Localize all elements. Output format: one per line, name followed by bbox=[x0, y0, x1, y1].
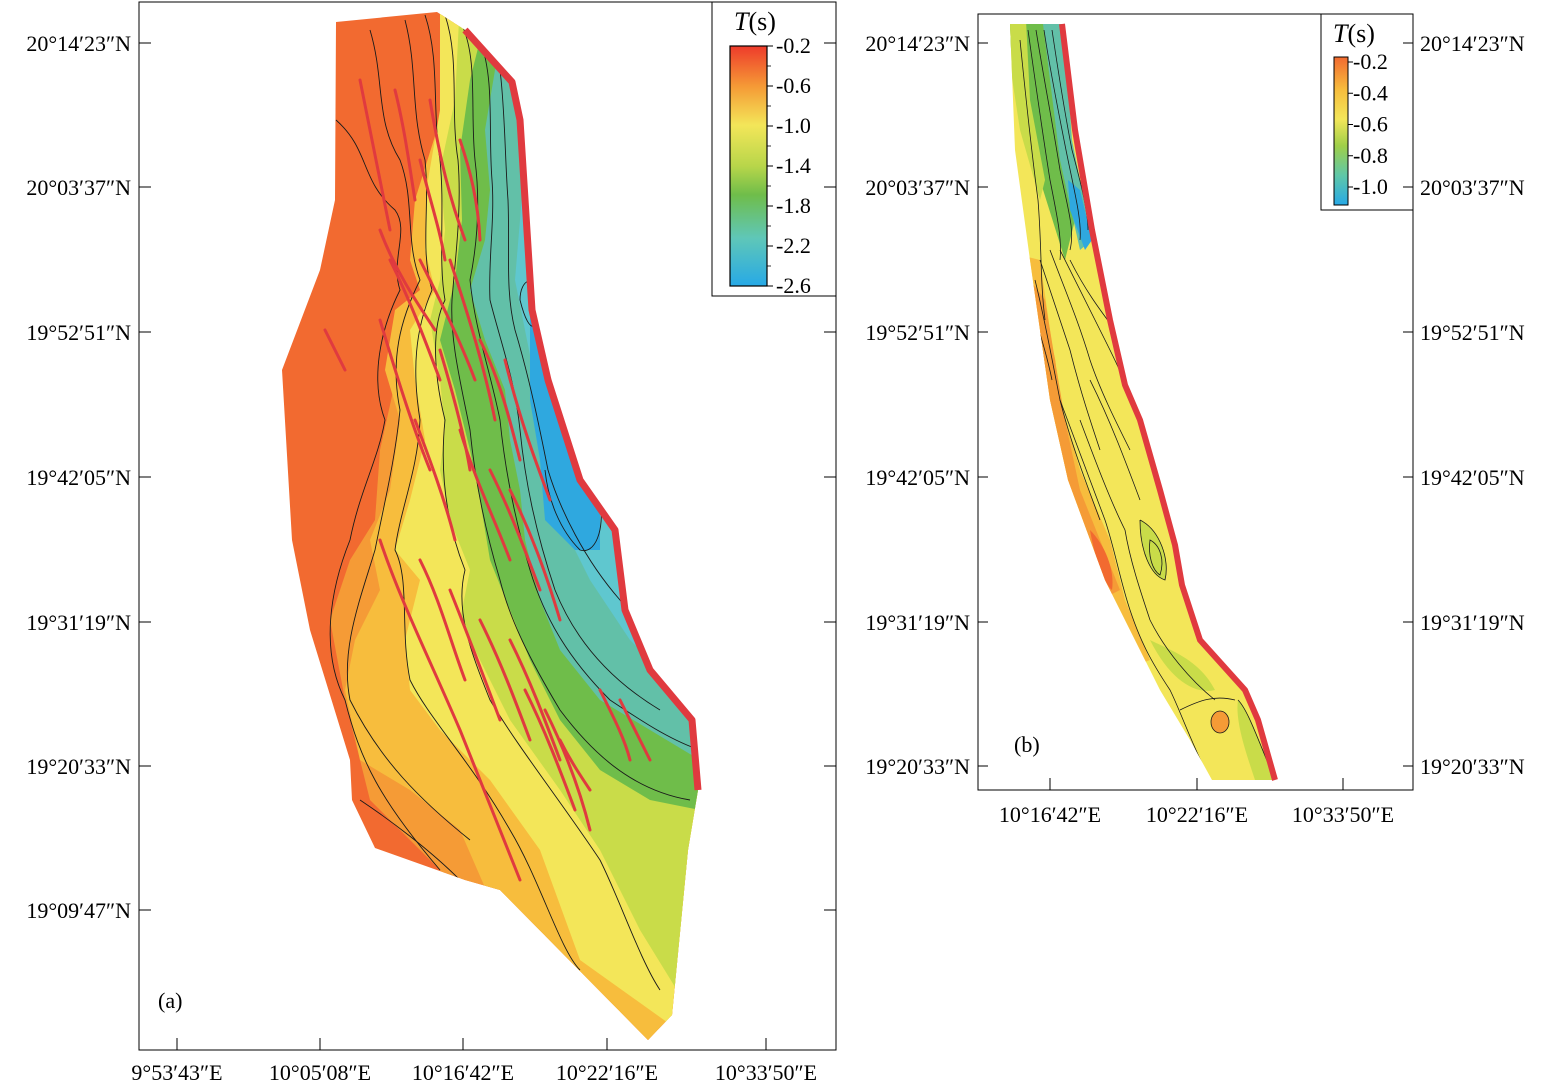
colorbar-a-tick-label: -0.6 bbox=[776, 73, 811, 98]
lon-label-b: 10°33′50″E bbox=[1292, 802, 1394, 827]
panel-a-contour-map bbox=[282, 12, 698, 1040]
colorbar-b-ticks: -0.2 -0.4 -0.6 -0.8 -1.0 bbox=[1348, 49, 1388, 199]
lat-label-a: 19°31′19″N bbox=[26, 610, 131, 635]
lat-label-a: 19°42′05″N bbox=[26, 465, 131, 490]
colorbar-a-ticks: -0.2 -0.6 -1.0 -1.4 -1.8 -2.2 -2.6 bbox=[767, 33, 811, 298]
lat-label-a: 19°52′51″N bbox=[26, 320, 131, 345]
lat-label-a: 20°14′23″N bbox=[26, 31, 131, 56]
lat-label-b-right: 20°14′23″N bbox=[1420, 31, 1525, 56]
lon-label-b: 10°16′42″E bbox=[999, 802, 1101, 827]
lat-label-b-left: 20°03′37″N bbox=[865, 175, 970, 200]
lat-label-b-right: 20°03′37″N bbox=[1420, 175, 1525, 200]
colorbar-a-gradient bbox=[729, 45, 768, 287]
lon-label-b: 10°22′16″E bbox=[1146, 802, 1248, 827]
colorbar-b-tick-label: -0.4 bbox=[1353, 80, 1388, 105]
boundary-fault-b bbox=[1059, 23, 1278, 781]
panel-b: T(s) -0.2 -0.4 -0.6 -0.8 -1.0 (b) 20°14′23″N… bbox=[865, 13, 1525, 827]
lat-label-a: 19°20′33″N bbox=[26, 754, 131, 779]
panel-a-axes: 20°14′23″N 20°03′37″N 19°52′51″N 19°42′05″N… bbox=[26, 31, 836, 1085]
colorbar-b-tick-label: -1.0 bbox=[1353, 174, 1388, 199]
colorbar-a-tick-label: -1.4 bbox=[776, 153, 811, 178]
colorbar-b-title: T(s) bbox=[1333, 19, 1375, 48]
panel-a-label: (a) bbox=[158, 988, 182, 1013]
colorbar-b-tick-label: -0.6 bbox=[1353, 112, 1388, 137]
colorbar-a: T(s) -0.2 -0.6 -1.0 -1.4 -1.8 -2.2 -2.6 bbox=[711, 1, 837, 298]
lat-label-b-left: 19°42′05″N bbox=[865, 465, 970, 490]
panel-b-label: (b) bbox=[1014, 732, 1040, 757]
lon-label-a: 10°22′16″E bbox=[556, 1060, 658, 1085]
lon-label-a: 10°05′08″E bbox=[269, 1060, 371, 1085]
lon-label-a: 9°53′43″E bbox=[131, 1060, 222, 1085]
colorbar-a-tick-label: -2.2 bbox=[776, 233, 811, 258]
lat-label-b-right: 19°42′05″N bbox=[1420, 465, 1525, 490]
colorbar-a-tick-label: -2.6 bbox=[776, 273, 811, 298]
lon-label-a: 10°33′50″E bbox=[715, 1060, 817, 1085]
lat-label-b-right: 19°31′19″N bbox=[1420, 610, 1525, 635]
lat-label-b-left: 19°31′19″N bbox=[865, 610, 970, 635]
panel-a-frame bbox=[138, 1, 837, 1051]
lat-label-b-right: 19°20′33″N bbox=[1420, 754, 1525, 779]
colorbar-b-gradient bbox=[1333, 56, 1349, 206]
lon-label-a: 10°16′42″E bbox=[412, 1060, 514, 1085]
lat-label-a: 20°03′37″N bbox=[26, 175, 131, 200]
lat-label-b-left: 19°20′33″N bbox=[865, 754, 970, 779]
colorbar-b-tick-label: -0.8 bbox=[1353, 143, 1388, 168]
panel-b-frame bbox=[977, 13, 1414, 791]
lat-label-b-left: 19°52′51″N bbox=[865, 320, 970, 345]
lat-label-b-left: 20°14′23″N bbox=[865, 31, 970, 56]
boundary-fault-a bbox=[462, 27, 702, 791]
colorbar-b: T(s) -0.2 -0.4 -0.6 -0.8 -1.0 bbox=[1320, 13, 1414, 211]
panel-a-faults bbox=[323, 78, 652, 882]
panel-a: T(s) -0.2 -0.6 -1.0 -1.4 -1.8 -2.2 -2.6 (a) 20… bbox=[26, 1, 837, 1085]
colorbar-a-tick-label: -1.8 bbox=[776, 193, 811, 218]
lat-label-a: 19°09′47″N bbox=[26, 898, 131, 923]
panel-b-axes: 20°14′23″N 20°03′37″N 19°52′51″N 19°42′05″N… bbox=[865, 31, 1524, 827]
colorbar-a-tick-label: -1.0 bbox=[776, 113, 811, 138]
lat-label-b-right: 19°52′51″N bbox=[1420, 320, 1525, 345]
colorbar-a-tick-label: -0.2 bbox=[776, 33, 811, 58]
colorbar-b-tick-label: -0.2 bbox=[1353, 49, 1388, 74]
colorbar-a-title: T(s) bbox=[734, 7, 776, 36]
panel-b-contour-map bbox=[1010, 24, 1275, 780]
